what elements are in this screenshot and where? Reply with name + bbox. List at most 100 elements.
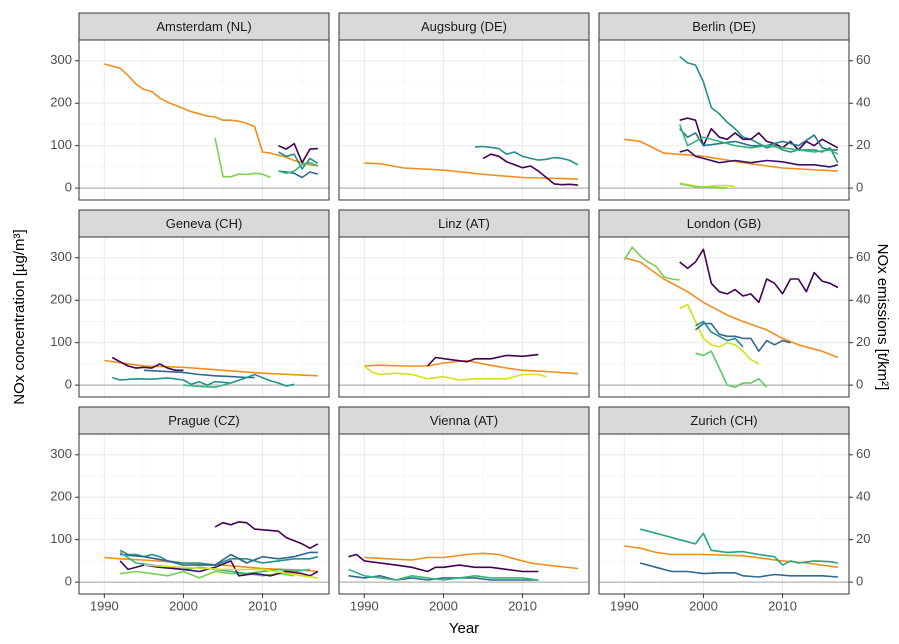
- y2-axis-title: NOx emissions [t/km²]: [874, 244, 891, 391]
- x-tick-label: 2000: [429, 598, 458, 613]
- x-tick-label: 1990: [350, 598, 379, 613]
- series-line: [214, 521, 319, 549]
- series-line: [678, 124, 839, 155]
- panel-border: [598, 236, 850, 398]
- series-line: [278, 142, 318, 164]
- y-tick-label: 300: [50, 446, 72, 461]
- series-line: [427, 353, 539, 367]
- series-line: [639, 562, 838, 578]
- series-line: [679, 183, 728, 189]
- series-line: [104, 359, 318, 377]
- series-line: [679, 117, 839, 151]
- series-line: [278, 161, 319, 175]
- series-line: [679, 248, 839, 304]
- strip: [78, 406, 330, 435]
- panel-border: [78, 236, 330, 398]
- series-line: [695, 350, 768, 388]
- y-tick-label: 0: [65, 180, 72, 195]
- series-line: [183, 382, 232, 388]
- panel-border: [598, 39, 850, 201]
- strip: [338, 406, 590, 435]
- strip-title: Amsterdam (NL): [156, 19, 251, 34]
- y2-tick-label: 0: [856, 574, 863, 589]
- y2-tick-label: 40: [856, 489, 870, 504]
- y2-tick-label: 60: [856, 249, 870, 264]
- series-line: [679, 128, 838, 151]
- y-tick-label: 100: [50, 334, 72, 349]
- panel-border: [338, 236, 590, 398]
- series-line: [364, 359, 578, 375]
- panel-border: [78, 433, 330, 595]
- x-tick-label: 1990: [610, 598, 639, 613]
- series-line: [143, 564, 319, 579]
- strip: [78, 12, 330, 41]
- series-line: [364, 162, 578, 180]
- y-tick-label: 0: [65, 574, 72, 589]
- strip-title: Prague (CZ): [168, 413, 240, 428]
- series-line: [214, 137, 271, 179]
- x-tick-label: 2010: [248, 598, 277, 613]
- strip: [598, 209, 850, 238]
- panel-border: [598, 433, 850, 595]
- strip-title: Geneva (CH): [166, 216, 243, 231]
- series-line: [624, 138, 838, 172]
- x-tick-label: 2000: [689, 598, 718, 613]
- x-axis-title: Year: [449, 620, 479, 637]
- y2-tick-label: 20: [856, 531, 870, 546]
- series-line: [348, 553, 539, 573]
- strip-title: Vienna (AT): [430, 413, 498, 428]
- y2-tick-label: 40: [856, 292, 870, 307]
- y2-tick-label: 40: [856, 95, 870, 110]
- series-line: [624, 257, 839, 359]
- y-tick-label: 100: [50, 531, 72, 546]
- series-line: [679, 303, 760, 365]
- y2-tick-label: 60: [856, 52, 870, 67]
- series-line: [475, 145, 579, 166]
- series-line: [348, 568, 539, 581]
- x-tick-label: 1990: [90, 598, 119, 613]
- series-line: [104, 63, 319, 167]
- x-tick-label: 2000: [169, 598, 198, 613]
- y-tick-label: 200: [50, 292, 72, 307]
- y-tick-label: 300: [50, 52, 72, 67]
- y2-tick-label: 0: [856, 377, 863, 392]
- strip: [598, 12, 850, 41]
- y-tick-label: 300: [50, 249, 72, 264]
- strip-title: London (GB): [687, 216, 761, 231]
- y-tick-label: 200: [50, 489, 72, 504]
- y-tick-label: 0: [65, 377, 72, 392]
- strip: [338, 209, 590, 238]
- series-line: [278, 151, 319, 170]
- y2-tick-label: 60: [856, 446, 870, 461]
- strip-title: Berlin (DE): [692, 19, 756, 34]
- series-line: [679, 55, 839, 164]
- panel-border: [338, 433, 590, 595]
- panel-border: [78, 39, 330, 201]
- y2-tick-label: 0: [856, 180, 863, 195]
- y-tick-label: 100: [50, 137, 72, 152]
- series-line: [679, 149, 839, 168]
- strip-title: Zurich (CH): [690, 413, 757, 428]
- y2-tick-label: 20: [856, 137, 870, 152]
- series-line: [111, 373, 295, 387]
- series-line: [111, 356, 184, 372]
- series-line: [482, 153, 578, 186]
- strip: [598, 406, 850, 435]
- series-line: [363, 365, 547, 381]
- strip-title: Augsburg (DE): [421, 19, 507, 34]
- panel-border: [338, 39, 590, 201]
- x-tick-label: 2010: [508, 598, 537, 613]
- y-axis-title: NOx concentration [µg/m³]: [11, 229, 28, 404]
- series-line: [624, 545, 839, 569]
- x-tick-label: 2010: [768, 598, 797, 613]
- strip-title: Linz (AT): [438, 216, 490, 231]
- strip: [338, 12, 590, 41]
- series-line: [639, 528, 839, 566]
- series-line: [364, 552, 578, 570]
- series-line: [695, 322, 791, 352]
- series-line: [623, 246, 680, 281]
- series-line: [120, 551, 318, 566]
- series-line: [278, 170, 319, 179]
